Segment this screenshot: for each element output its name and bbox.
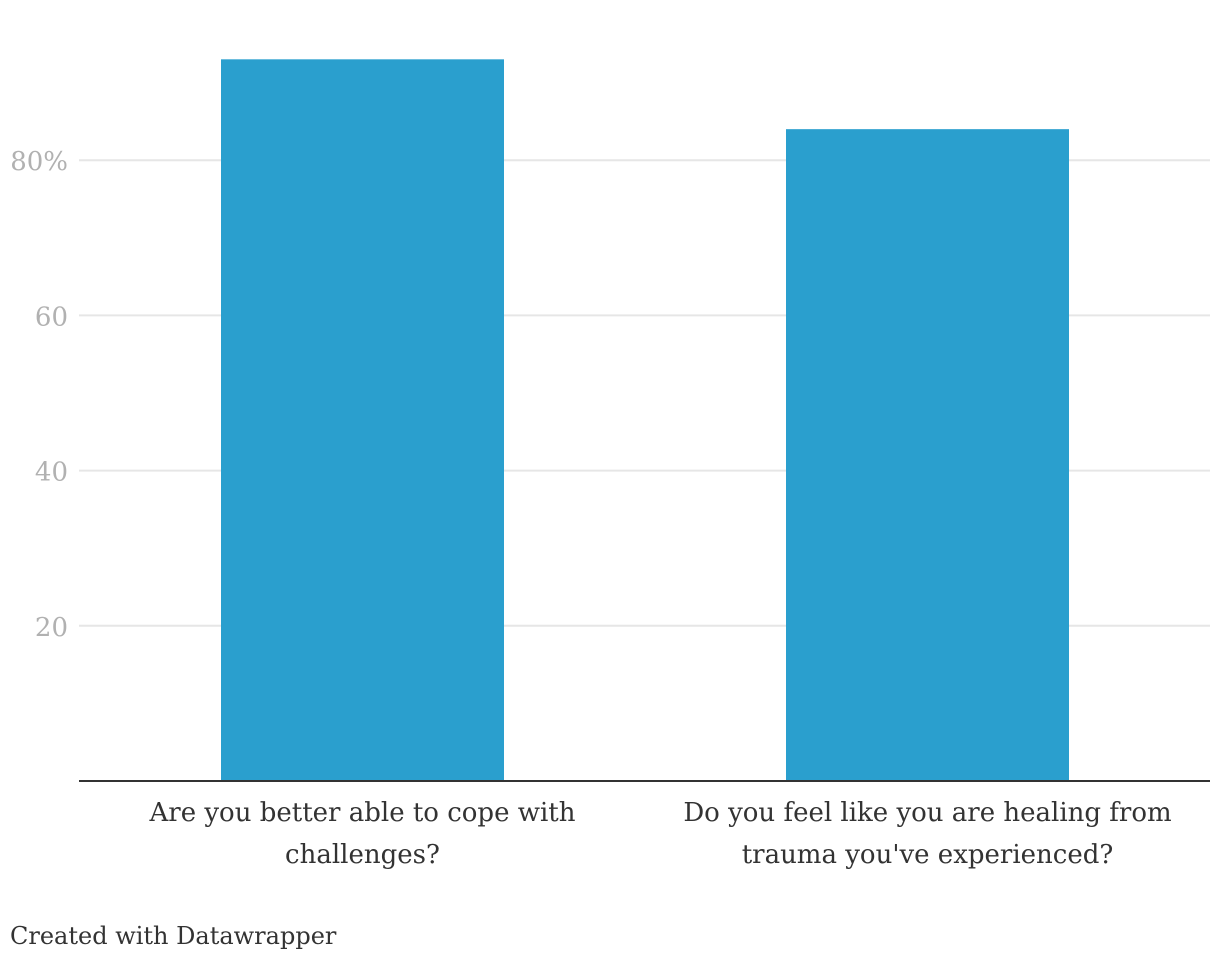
x-category-label-line: challenges?: [285, 840, 440, 870]
x-category-label-1: Are you better able to cope with challeng…: [149, 798, 576, 870]
x-category-label-line: Do you feel like you are healing from: [683, 798, 1171, 828]
y-axis-ticks: 20 40 60 80%: [10, 147, 68, 643]
datawrapper-credit: Created with Datawrapper: [10, 922, 337, 950]
y-tick-label-40: 40: [35, 458, 68, 488]
y-tick-label-80: 80%: [10, 147, 68, 177]
x-category-label-line: trauma you've experienced?: [742, 840, 1114, 870]
y-tick-label-20: 20: [35, 613, 68, 643]
bar-1: [221, 59, 504, 781]
y-tick-label-60: 60: [35, 302, 68, 332]
x-category-label-line: Are you better able to cope with: [149, 798, 576, 828]
bars: [221, 59, 1069, 781]
bar-2: [786, 129, 1069, 781]
x-category-label-2: Do you feel like you are healing from tra…: [683, 798, 1171, 870]
x-axis-labels: Are you better able to cope with challeng…: [149, 798, 1172, 870]
